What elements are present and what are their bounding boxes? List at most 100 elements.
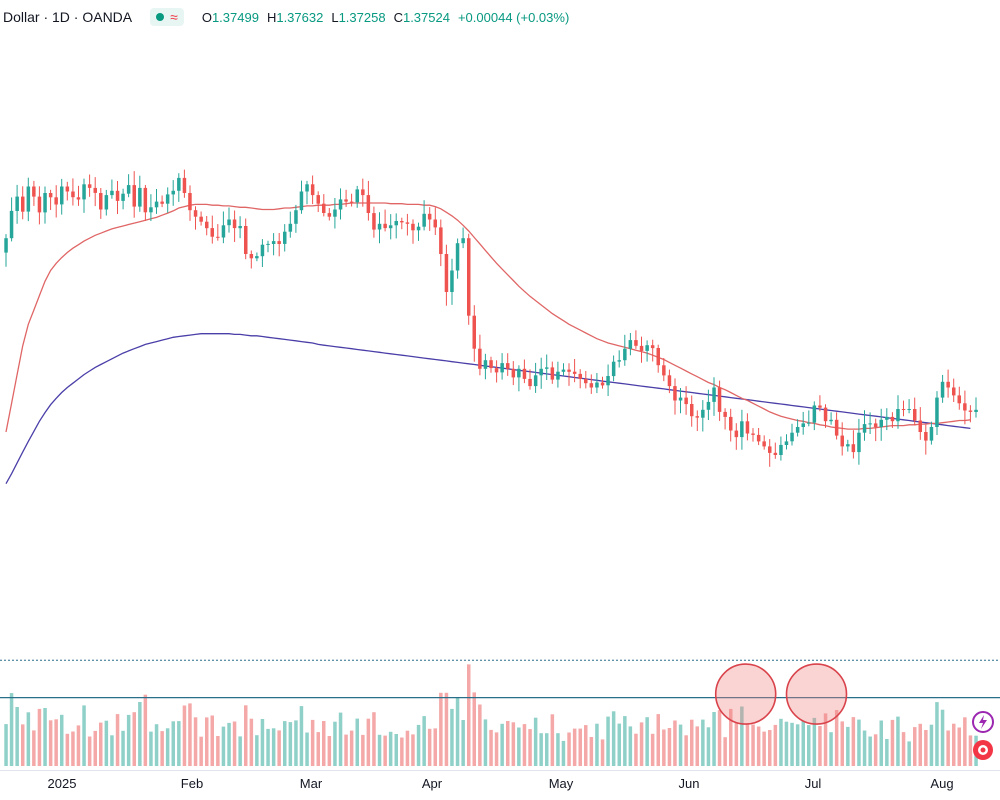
volume-bar [467,664,471,766]
highlight-circle [714,663,777,725]
candle-body [623,348,627,361]
candle-body [946,381,950,388]
ohlc-close: C1.37524 [393,9,450,25]
volume-bar [366,718,371,766]
candle-body [182,177,187,193]
candle-body [266,243,270,245]
volume-bar [756,726,761,766]
price-chart[interactable] [0,0,1000,770]
candle-body [896,409,900,422]
volume-bar [606,716,610,766]
candle-body [561,369,566,372]
volume-bar [121,730,125,766]
candle-body [924,432,928,441]
volume-bar [896,716,900,766]
volume-bar [238,736,242,766]
volume-bar [734,722,739,766]
candle-body [684,397,688,405]
volume-bar [132,712,136,766]
volume-bar [511,722,516,766]
volume-bar [255,735,259,766]
volume-bar [71,731,75,766]
candle-body [645,345,649,351]
candle-body [639,345,644,351]
volume-bar [361,734,365,766]
volume-bar [929,724,934,766]
volume-bar [294,720,298,766]
volume-bar [846,726,850,766]
volume-bar [645,717,649,766]
volume-bar [812,717,817,766]
volume-bar [533,717,538,766]
volume-bar [93,730,97,766]
x-axis-line [0,770,1000,771]
volume-bar [968,735,973,766]
candle-body [333,209,337,217]
volume-bar [37,708,42,766]
candle-body [584,378,588,384]
ma-fast-line [5,202,971,433]
candle-body [238,226,242,229]
volume-bar [104,720,109,766]
candle-body [690,404,694,417]
candle-body [165,194,170,204]
volume-bar [126,714,131,766]
lightning-icon[interactable] [971,710,995,734]
volume-bar [344,734,348,766]
volume-bar [873,734,878,766]
symbol-title[interactable]: Dollar · 1D · OANDA [3,9,133,25]
volume-bar [422,716,426,766]
volume-bar [21,724,25,766]
candle-body [595,382,599,388]
candle-body [310,184,315,196]
candle-body [299,191,304,211]
candle-body [338,199,343,210]
volume-bar [790,722,794,766]
candle-body [634,340,638,346]
candle-body [723,411,727,417]
volume-bar [517,727,521,766]
candle-body [294,210,298,224]
x-axis[interactable]: 2025 Feb Mar Apr May Jun Jul Aug [0,772,1000,800]
volume-bar [717,710,722,766]
volume-bar [483,719,488,766]
volume-bar [935,702,939,766]
volume-bar [461,720,465,766]
candle-body [4,238,8,253]
volume-bar [522,724,527,766]
volume-bar [617,723,621,766]
volume-bar [444,692,449,766]
candle-body [779,444,783,455]
volume-bar [171,721,175,766]
candle-body [271,241,276,244]
volume-bar [54,719,58,766]
candle-body [221,225,226,238]
candle-body [918,420,922,432]
volume-bar [277,730,281,766]
candle-body [32,186,36,197]
volume-bar [840,721,844,766]
x-tick-may: May [548,776,574,791]
volume-bar [472,692,476,766]
candle-body [556,371,560,380]
alerts-icon[interactable] [971,738,995,762]
candle-body [572,371,577,374]
volume-bar [656,714,660,766]
volume-bar [232,721,237,766]
volume-bar [829,732,833,766]
candle-body [611,361,616,377]
candle-body [963,403,967,411]
volume-bar [628,726,633,766]
candle-body [935,397,939,427]
volume-bar [450,708,454,766]
volume-bar [801,720,805,766]
volume-bar [907,741,911,766]
candle-body [9,210,14,239]
x-tick-2025: 2025 [47,776,77,791]
candle-body [15,196,19,211]
candle-body [344,199,348,202]
indicator-toggle[interactable]: ≈ [150,8,184,26]
candle-body [283,231,287,244]
volume-bar [528,729,532,766]
candle-body [26,186,31,212]
